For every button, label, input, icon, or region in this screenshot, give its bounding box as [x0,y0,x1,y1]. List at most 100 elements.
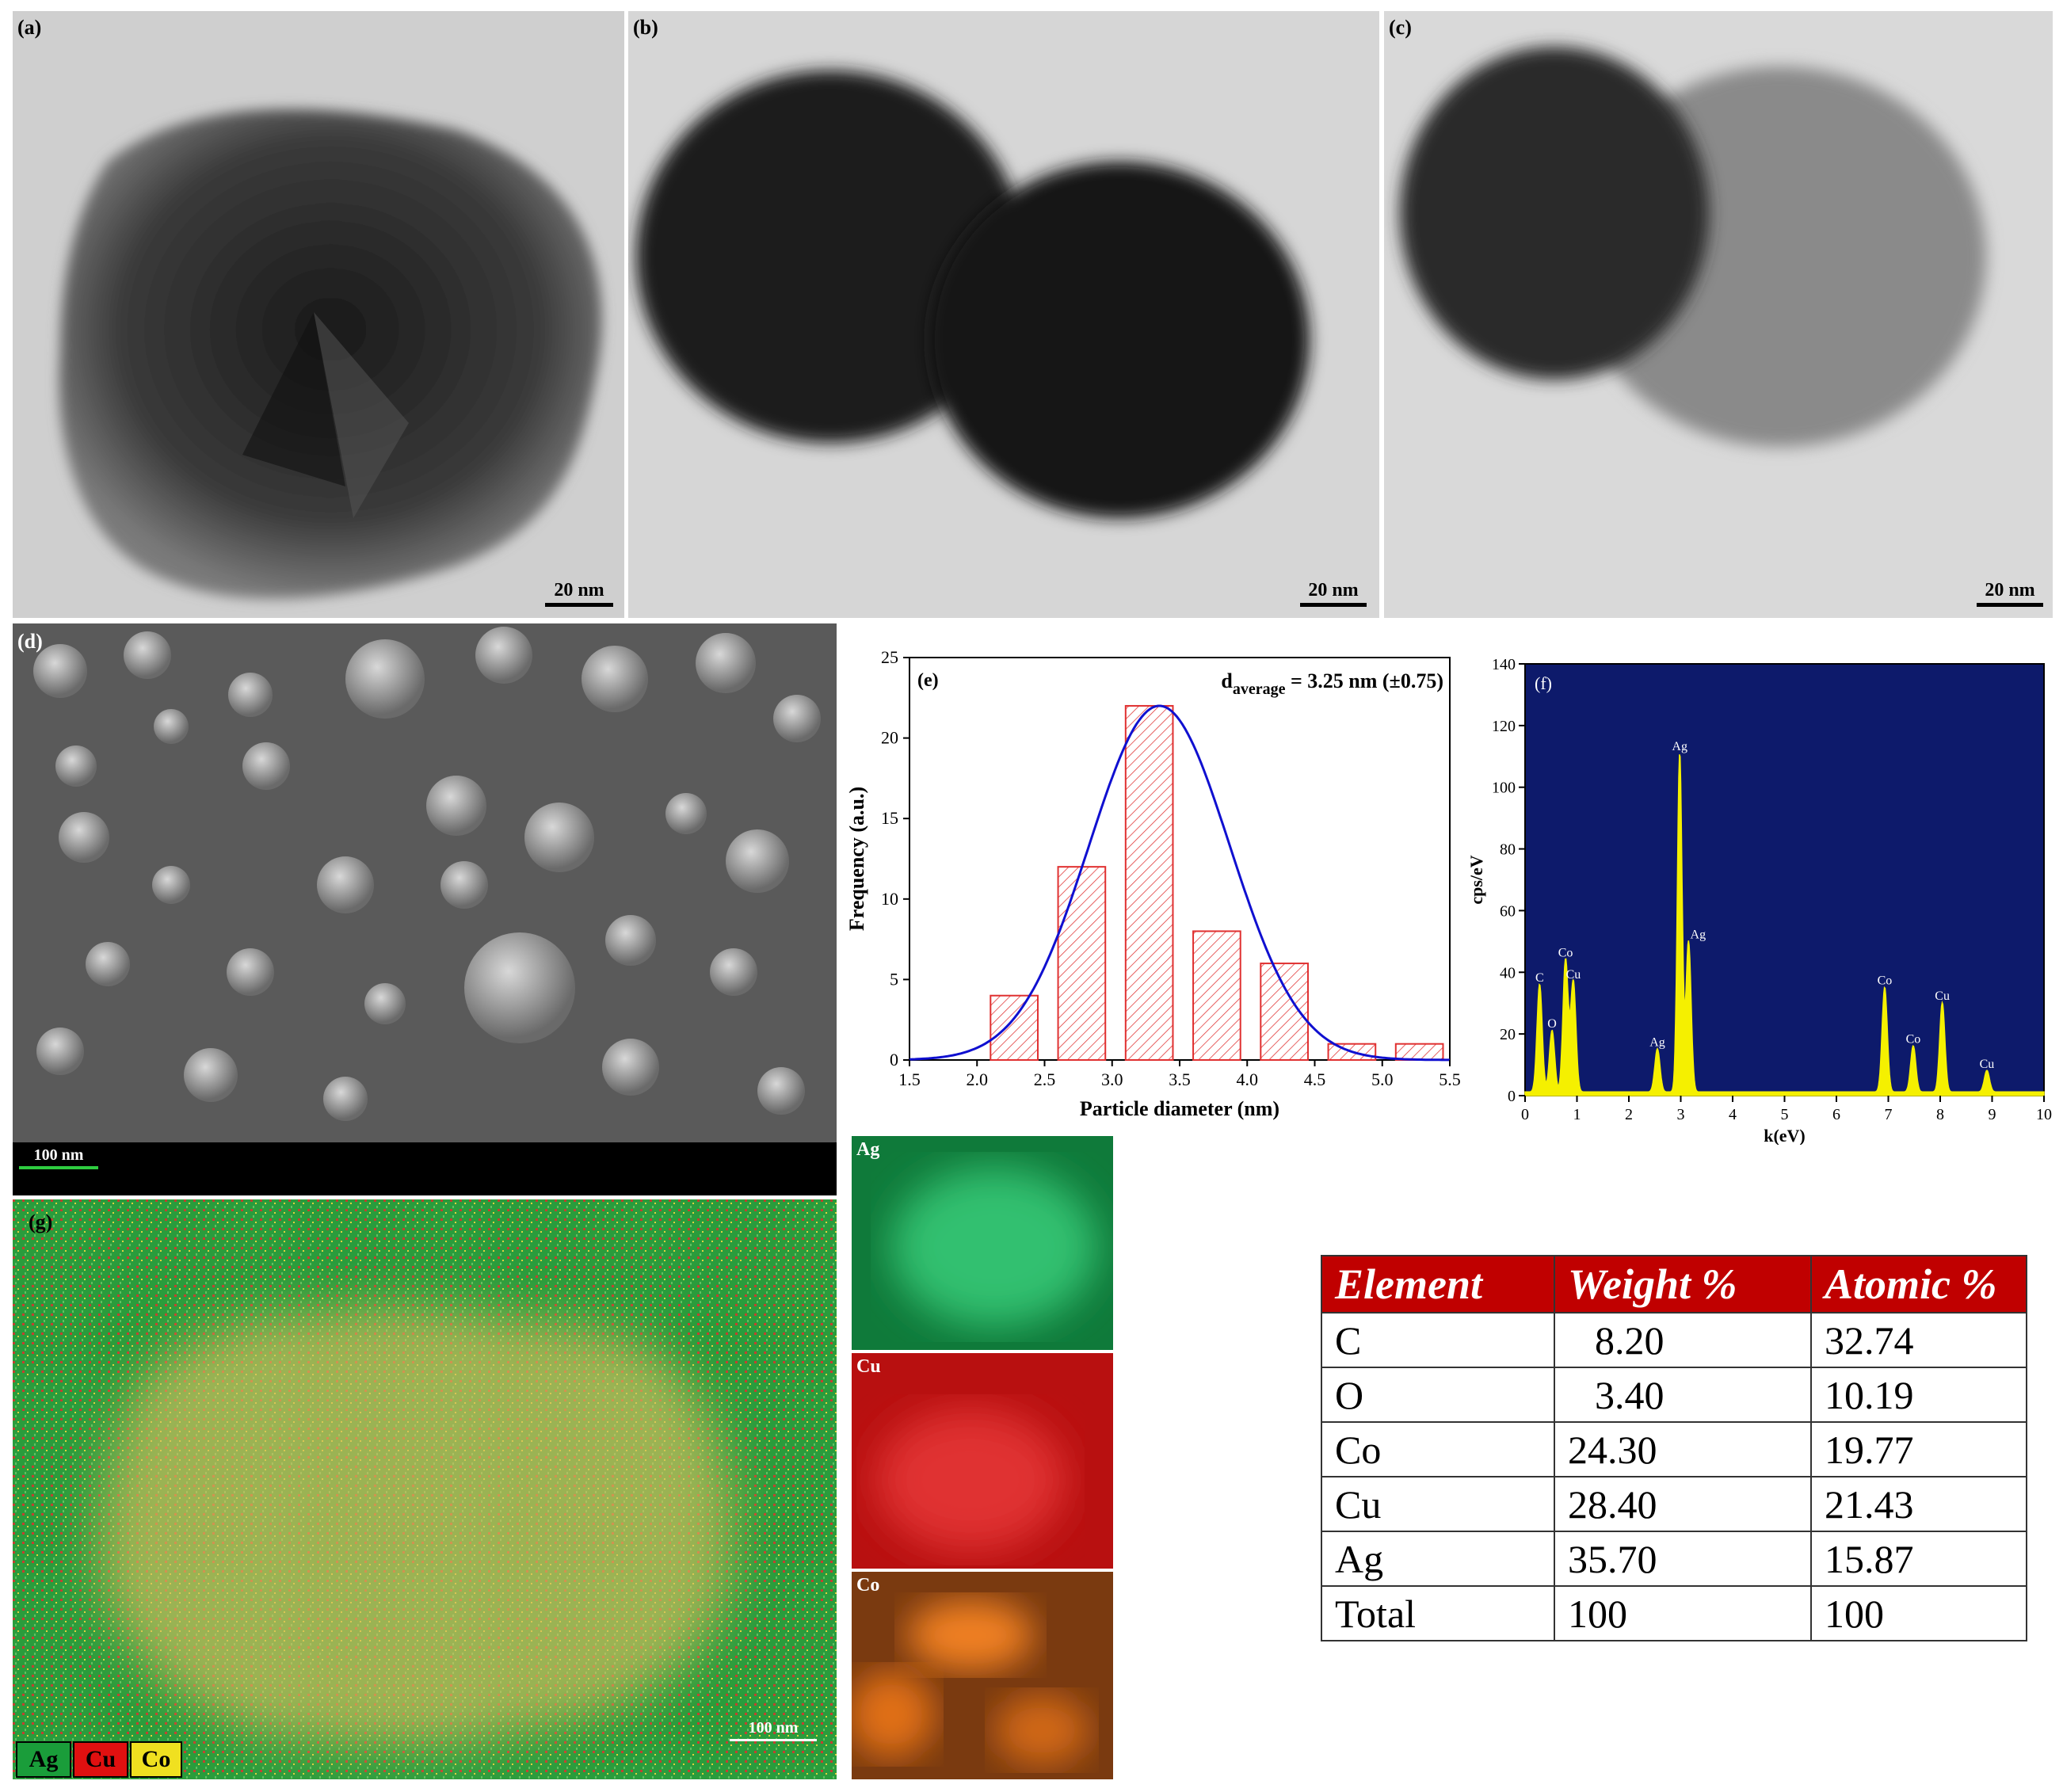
histogram-bar-6 [1394,1043,1444,1061]
y-tick-label: 15 [881,808,898,828]
scale-bar-label-c: 20 nm [1985,580,2035,601]
cell-weight: 28.40 [1554,1476,1812,1532]
x-tick-label: 3 [1677,1106,1685,1123]
x-tick-label: 4.5 [1304,1069,1326,1089]
legend-key-ag: Ag [16,1741,71,1778]
cell-atomic: 100 [1810,1585,2027,1641]
table-row: Ag 35.70 15.87 [1321,1531,2027,1587]
peak-label-co: Co [1558,947,1573,960]
size-distribution-chart: 1.5 2.0 2.5 3.0 3.5 4.0 4.5 5.0 5.5 0 5 10 15 20 25 Par… [845,647,1461,1120]
co-map-image [852,1599,1089,1766]
sem-panel-d: (d) 100 nm [13,623,837,1195]
x-tick-label: 1 [1573,1106,1581,1123]
gaussian-fit-line [909,704,1450,1062]
x-tick-label: 4 [1729,1106,1737,1123]
co-map-label: Co [856,1575,880,1596]
cu-map: Cu [852,1353,1113,1569]
table-row: C 8.20 32.74 [1321,1312,2027,1368]
y-tick-label: 5 [890,969,898,989]
cell-atomic: 15.87 [1810,1531,2027,1587]
peak-label-co: Co [1878,974,1893,988]
ag-map-image [891,1168,1097,1326]
peak-label-cu: Cu [1980,1058,1995,1071]
cell-weight: 35.70 [1554,1531,1812,1587]
table-row: Cu 28.40 21.43 [1321,1476,2027,1532]
panel-label-f: (f) [1535,673,1552,693]
table-row: Total 100 100 [1321,1585,2027,1641]
y-tick-label: 100 [1492,780,1516,797]
x-tick-label: 10 [2036,1106,2052,1123]
average-diameter-annotation: daverage = 3.25 nm (±0.75) [1221,669,1443,698]
histogram-bar-0 [990,994,1039,1061]
tem-image-c [1384,11,2053,618]
tem-panel-c: (c) 20 nm [1384,11,2053,618]
x-tick-label: 3.5 [1169,1069,1191,1089]
scale-bar-label-d: 100 nm [33,1146,84,1164]
histogram-bar-3 [1192,930,1241,1061]
panel-label-b: (b) [633,16,658,39]
x-tick-label: 2.0 [967,1069,989,1089]
scale-bar-g: 100 nm [730,1719,817,1741]
peak-label-ag: Ag [1672,740,1687,753]
sem-grains [33,627,821,1121]
spectrum-line [1524,754,2045,1096]
y-tick-label: 10 [881,889,898,909]
peak-label-o: O [1547,1017,1557,1031]
tem-image-a [13,11,624,618]
cell-weight: 8.20 [1554,1312,1812,1368]
scale-bar-label-a: 20 nm [554,580,604,601]
panel-label-d: (d) [17,630,43,653]
cell-element: Co [1321,1421,1555,1477]
overlay-map-image [13,1199,837,1779]
y-axis-label: Frequency (a.u.) [845,787,868,931]
x-tick-label: 5.5 [1439,1069,1461,1089]
peak-label-co: Co [1906,1033,1921,1047]
panel-label-a: (a) [17,16,42,39]
header-weight: Weight % [1554,1255,1812,1313]
table-row: Co 24.30 19.77 [1321,1421,2027,1477]
panel-label-e: (e) [917,670,939,691]
cell-weight: 3.40 [1554,1367,1812,1423]
y-tick-label: 40 [1500,964,1516,982]
x-tick-label: 4.0 [1237,1069,1259,1089]
histogram-bar-2 [1124,704,1174,1062]
y-tick-label: 120 [1492,718,1516,735]
x-tick-label: 2 [1625,1106,1633,1123]
legend-key-co: Co [130,1741,182,1778]
x-tick-label: 9 [1989,1106,1996,1123]
y-tick-label: 20 [1500,1026,1516,1043]
x-tick-label: 5.0 [1371,1069,1394,1089]
table-header-row: Element Weight % Atomic % [1321,1255,2027,1313]
cell-element: O [1321,1367,1555,1423]
tem-panel-b: (b) 20 nm [628,11,1379,618]
x-axis-label: k(eV) [1764,1126,1806,1145]
x-tick-label: 2.5 [1034,1069,1056,1089]
peak-label-ag: Ag [1691,928,1706,941]
x-tick-label: 7 [1885,1106,1893,1123]
peak-label-cu: Cu [1566,968,1581,982]
x-tick-label: 8 [1936,1106,1944,1123]
panel-label-c: (c) [1389,16,1412,39]
cell-element: Ag [1321,1531,1555,1587]
y-tick-label: 0 [890,1050,898,1069]
composition-table: Element Weight % Atomic % C 8.20 32.74 O… [1321,1255,2027,1641]
x-tick-label: 1.5 [898,1069,921,1089]
annotation-value: = 3.25 nm (±0.75) [1285,669,1443,692]
table-row: O 3.40 10.19 [1321,1367,2027,1423]
y-axis-label: cps/eV [1470,855,1486,904]
cell-element: C [1321,1312,1555,1368]
panel-label-g: (g) [29,1211,53,1233]
cell-weight: 100 [1554,1585,1812,1641]
scale-bar-c: 20 nm [1977,580,2043,607]
sem-image-d [13,623,837,1142]
scale-bar-label-b: 20 nm [1308,580,1359,601]
co-map: Co [852,1572,1113,1779]
legend-key-cu: Cu [73,1741,128,1778]
tem-panel-a: (a) 20 nm [13,11,624,618]
x-tick-label: 0 [1521,1106,1529,1123]
peak-label-ag: Ag [1649,1036,1665,1050]
cell-atomic: 10.19 [1810,1367,2027,1423]
cell-weight: 24.30 [1554,1421,1812,1477]
annotation-subscript: average [1233,681,1286,698]
cell-atomic: 21.43 [1810,1476,2027,1532]
